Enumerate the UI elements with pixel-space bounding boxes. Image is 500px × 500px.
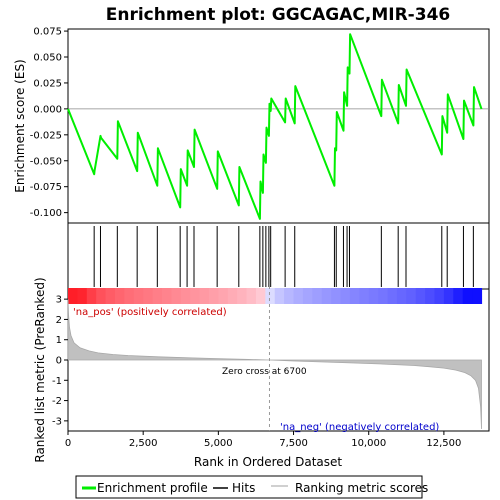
gradient-bar-segment — [86, 288, 97, 304]
gradient-bar-segment — [255, 288, 266, 304]
gradient-bar-segment — [152, 288, 163, 304]
gradient-bar-segment — [161, 288, 172, 304]
zero-cross-label: Zero cross at 6700 — [222, 367, 307, 377]
es-y-label: Enrichment score (ES) — [13, 59, 27, 192]
gradient-bar-segment — [443, 288, 454, 304]
es-y-tick-label: -0.050 — [30, 156, 62, 167]
gradient-bar-segment — [434, 288, 445, 304]
metric-y-tick-label: -3 — [52, 416, 62, 427]
es-y-tick-label: -0.025 — [30, 130, 62, 141]
gradient-bar-segment — [293, 288, 304, 304]
legend-enrichment-label: Enrichment profile — [97, 481, 208, 495]
es-panel-frame — [67, 28, 490, 224]
hits-panel-frame — [67, 222, 490, 290]
gradient-bar-segment — [114, 288, 125, 304]
gradient-bar-segment — [68, 288, 78, 304]
x-tick-label: 2,500 — [129, 438, 158, 449]
x-axis: 0 2,500 5,000 7,500 10,000 12,500 — [65, 431, 461, 449]
enrichment-profile-line — [67, 33, 483, 220]
metric-y-tick-label: 3 — [56, 295, 62, 306]
gradient-bar-segment — [218, 288, 229, 304]
hit-lines — [93, 226, 474, 287]
metric-y-tick-label: -1 — [52, 376, 62, 387]
x-tick-label: 12,500 — [426, 438, 461, 449]
gradient-bar-segment — [246, 288, 257, 304]
gradient-bar-segment — [180, 288, 191, 304]
metric-y-tick-label: 1 — [56, 335, 62, 346]
metric-y-tick-label: -2 — [52, 396, 62, 407]
es-y-tick-label: 0.075 — [33, 27, 62, 38]
gradient-bar-segment — [331, 288, 342, 304]
gradient-bar-segment — [312, 288, 323, 304]
gradient-bar-segment — [349, 288, 360, 304]
x-tick-label: 10,000 — [351, 438, 386, 449]
gradient-bar-segment — [237, 288, 248, 304]
legend-hits-label: Hits — [232, 481, 255, 495]
x-axis-label: Rank in Ordered Dataset — [194, 455, 342, 469]
metric-y-label: Ranked list metric (PreRanked) — [33, 277, 47, 462]
gradient-bar-segment — [368, 288, 379, 304]
metric-y-tick-label: 2 — [56, 315, 62, 326]
gradient-bar-segment — [302, 288, 313, 304]
gradient-bar-segment — [227, 288, 238, 304]
gradient-bar-segment — [406, 288, 417, 304]
es-y-axis: -0.100 -0.075 -0.050 -0.025 0.000 0.025 0.050 0… — [30, 27, 68, 219]
gradient-bar-segment — [472, 288, 483, 304]
gradient-bar-segment — [190, 288, 201, 304]
gradient-bar-segment — [105, 288, 116, 304]
legend-frame — [75, 475, 423, 499]
es-y-tick-label: -0.075 — [30, 182, 62, 193]
gradient-bar-segment — [77, 288, 88, 304]
gradient-bar-segment — [143, 288, 154, 304]
es-y-tick-label: -0.100 — [30, 208, 62, 219]
x-tick-label: 5,000 — [204, 438, 233, 449]
gradient-bar-segment — [274, 288, 285, 304]
metric-y-axis: -3 -2 -1 0 1 2 3 — [52, 295, 68, 427]
gradient-bar-segment — [453, 288, 464, 304]
gradient-bar-segment — [359, 288, 370, 304]
gradient-bar-segment — [321, 288, 332, 304]
gradient-bar-segment — [425, 288, 436, 304]
gradient-bar-segment — [96, 288, 107, 304]
es-y-tick-label: 0.050 — [33, 53, 62, 64]
gradient-bar-segment — [199, 288, 210, 304]
gradient-bar-segment — [208, 288, 219, 304]
gradient-bar-segment — [462, 288, 473, 304]
x-tick-label: 0 — [65, 438, 71, 449]
gradient-bar-segment — [265, 288, 276, 304]
legend: Enrichment profile Hits Ranking metric s… — [75, 475, 428, 499]
chart-title: Enrichment plot: GGCAGAC,MIR-346 — [106, 5, 450, 25]
x-tick-label: 7,500 — [279, 438, 308, 449]
rank-gradient-bar — [68, 288, 483, 304]
gradient-bar-segment — [415, 288, 426, 304]
gradient-bar-segment — [124, 288, 135, 304]
ranking-metric-area — [67, 299, 482, 430]
neg-label: 'na_neg' (negatively correlated) — [280, 422, 439, 433]
gradient-bar-segment — [378, 288, 389, 304]
pos-label: 'na_pos' (positively correlated) — [73, 307, 227, 318]
metric-series — [67, 299, 482, 430]
es-y-tick-label: 0.000 — [33, 104, 62, 115]
gradient-bar-segment — [133, 288, 144, 304]
gradient-bar-segment — [396, 288, 407, 304]
es-series — [67, 33, 483, 220]
gradient-bar-segment — [171, 288, 182, 304]
es-y-tick-label: 0.025 — [33, 78, 62, 89]
gradient-bar-segment — [284, 288, 295, 304]
gradient-bar-segment — [387, 288, 398, 304]
gradient-bar-segment — [340, 288, 351, 304]
metric-y-tick-label: 0 — [56, 356, 62, 367]
legend-metric-label: Ranking metric scores — [295, 481, 428, 495]
